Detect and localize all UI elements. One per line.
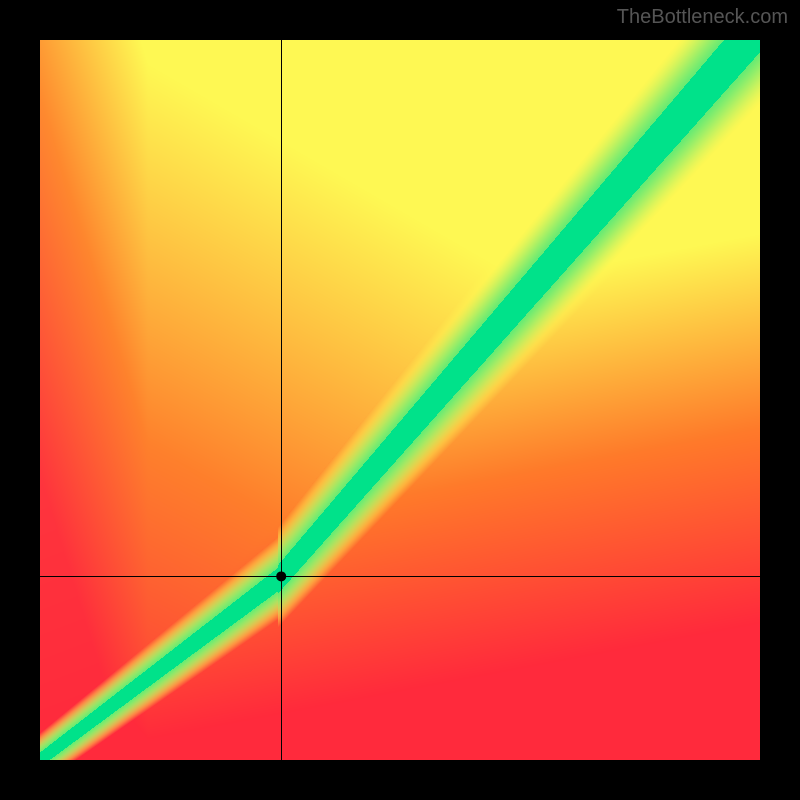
heatmap-plot (40, 40, 760, 760)
heatmap-canvas (40, 40, 760, 760)
watermark-text: TheBottleneck.com (617, 6, 788, 29)
